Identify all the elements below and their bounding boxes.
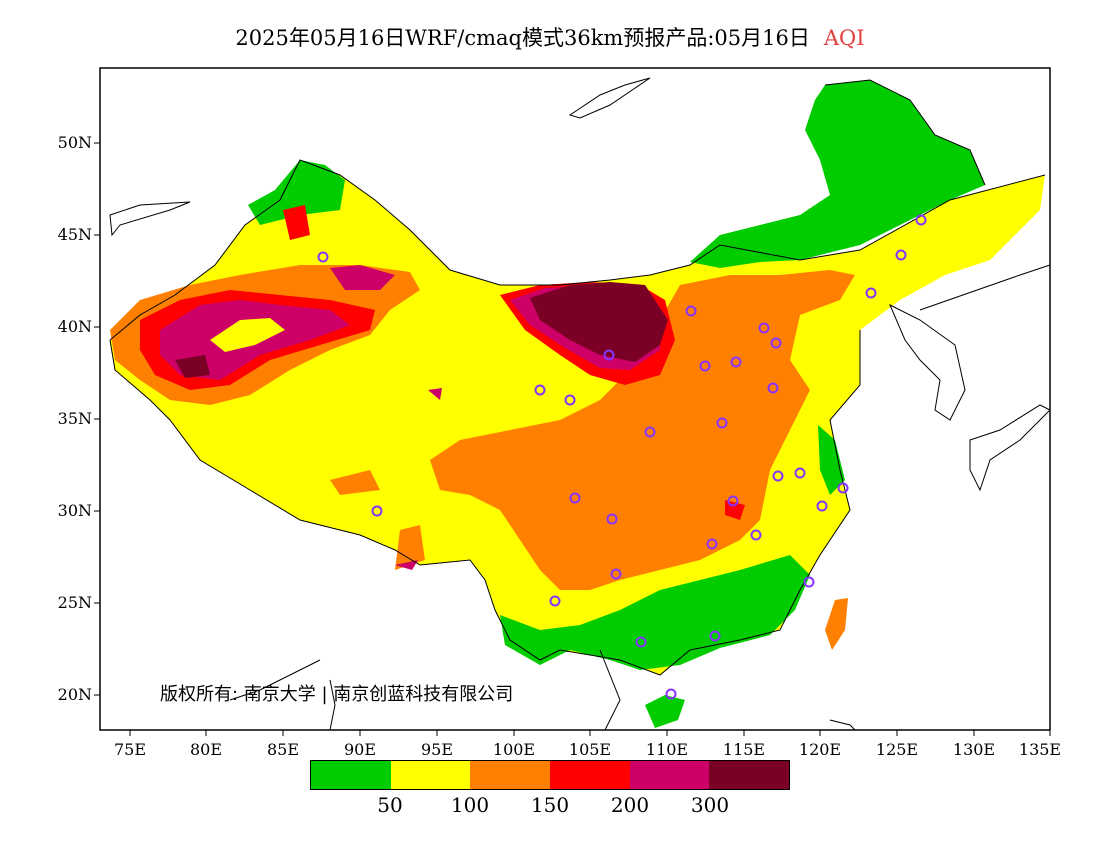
- station-marker: [665, 688, 677, 700]
- station-marker: [569, 492, 581, 504]
- region-sensitive-taiwan: [825, 598, 848, 650]
- lat-label: 40N: [57, 317, 92, 336]
- title-variable: AQI: [823, 26, 865, 50]
- lat-label: 30N: [57, 501, 92, 520]
- lat-label: 50N: [57, 133, 92, 152]
- region-sensitive-east: [430, 270, 855, 590]
- region-hazardous-west: [175, 355, 210, 378]
- station-markers: [317, 214, 927, 700]
- lat-label: 25N: [57, 593, 92, 612]
- station-marker: [685, 305, 697, 317]
- lon-label: 85E: [266, 740, 300, 759]
- legend-swatch: [311, 761, 391, 789]
- lon-label: 80E: [189, 740, 223, 759]
- station-marker: [709, 630, 721, 642]
- legend-swatch: [709, 761, 790, 789]
- region-good-east: [818, 425, 845, 495]
- station-marker: [699, 360, 711, 372]
- station-marker: [603, 349, 615, 361]
- lon-ticks: [129, 730, 1051, 736]
- lon-label: 125E: [875, 740, 919, 759]
- station-marker: [606, 513, 618, 525]
- legend-label: 200: [610, 793, 650, 817]
- legend-label: 150: [530, 793, 570, 817]
- station-marker: [706, 538, 718, 550]
- station-marker: [635, 636, 647, 648]
- region-very-unhealthy-south: [395, 560, 418, 570]
- lat-ticks: [94, 142, 100, 696]
- station-marker: [716, 417, 728, 429]
- legend-swatch: [470, 761, 551, 789]
- lon-label: 120E: [798, 740, 842, 759]
- station-marker: [803, 576, 815, 588]
- lon-label: 130E: [952, 740, 996, 759]
- station-marker: [371, 505, 383, 517]
- station-marker: [758, 322, 770, 334]
- lon-label: 135E: [1018, 740, 1062, 759]
- region-very-unhealthy-hotspot: [428, 388, 442, 400]
- region-good-northeast: [690, 80, 985, 268]
- legend-label: 300: [690, 793, 730, 817]
- title-text: 2025年05月16日WRF/cmaq模式36km预报产品:05月16日: [235, 26, 810, 50]
- borders: [109, 77, 1051, 731]
- lon-label: 95E: [420, 740, 454, 759]
- station-marker: [730, 356, 742, 368]
- station-marker: [767, 382, 779, 394]
- legend-label: 50: [377, 793, 403, 817]
- station-marker: [895, 249, 907, 261]
- region-unhealthy-north: [283, 205, 310, 240]
- station-marker: [727, 495, 739, 507]
- station-marker: [644, 426, 656, 438]
- region-good-hainan: [645, 695, 685, 728]
- station-marker: [837, 482, 849, 494]
- region-good-northwest: [248, 160, 345, 225]
- station-marker: [794, 467, 806, 479]
- lat-label: 45N: [57, 225, 92, 244]
- station-marker: [549, 595, 561, 607]
- station-marker: [772, 470, 784, 482]
- station-marker: [750, 529, 762, 541]
- lat-label: 20N: [57, 685, 92, 704]
- copyright-text: 版权所有: 南京大学 | 南京创蓝科技有限公司: [160, 684, 514, 705]
- region-sensitive-southwest: [330, 470, 380, 495]
- station-marker: [564, 394, 576, 406]
- station-marker: [317, 251, 329, 263]
- legend-swatch: [629, 761, 710, 789]
- station-marker: [816, 500, 828, 512]
- region-moderate-island: [210, 318, 285, 352]
- aqi-legend: [310, 760, 790, 790]
- region-hazardous-central: [530, 282, 668, 362]
- legend-label: 100: [450, 793, 490, 817]
- station-marker: [915, 214, 927, 226]
- region-sensitive-tibet: [395, 525, 425, 570]
- lon-label: 100E: [492, 740, 536, 759]
- station-marker: [770, 337, 782, 349]
- lon-label: 110E: [645, 740, 689, 759]
- map-title: 2025年05月16日WRF/cmaq模式36km预报产品:05月16日 AQI: [0, 22, 1100, 52]
- lon-label: 90E: [343, 740, 377, 759]
- lat-label: 35N: [57, 409, 92, 428]
- station-marker: [865, 287, 877, 299]
- station-marker: [610, 568, 622, 580]
- lon-label: 105E: [568, 740, 612, 759]
- lon-label: 115E: [722, 740, 766, 759]
- lon-label: 75E: [113, 740, 147, 759]
- region-very-unhealthy-north: [330, 265, 395, 290]
- station-marker: [534, 384, 546, 396]
- legend-swatch: [390, 761, 471, 789]
- legend-swatch: [550, 761, 630, 789]
